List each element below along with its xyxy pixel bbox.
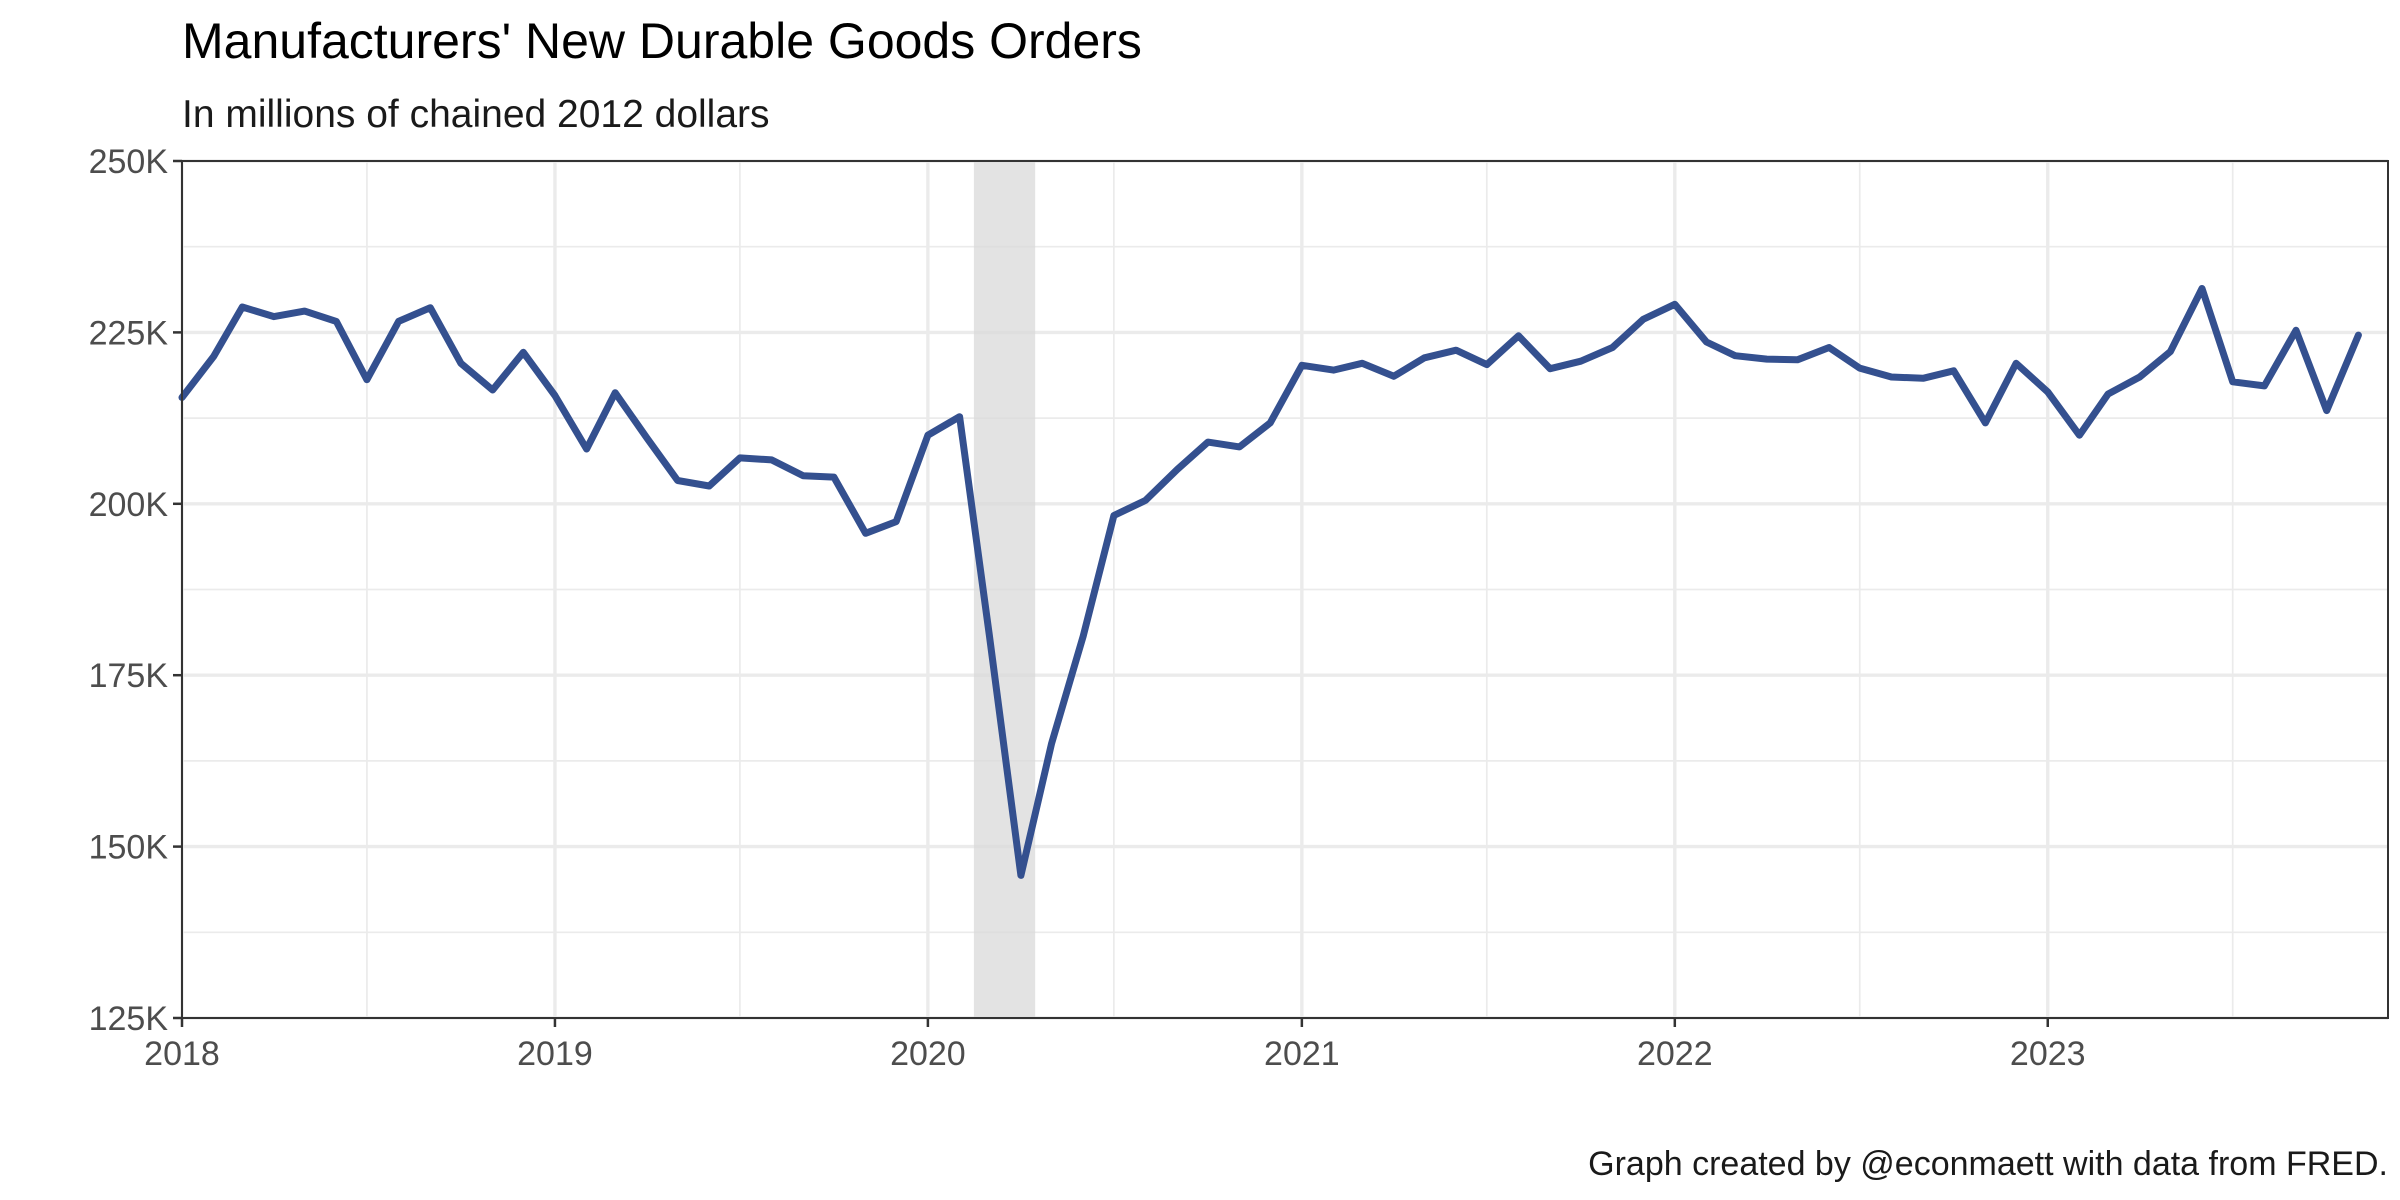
x-axis: 2018 2019 2020 2021 2022 2023 — [144, 1018, 2086, 1073]
chart-title: Manufacturers' New Durable Goods Orders — [182, 13, 1142, 69]
x-tick-label: 2018 — [144, 1035, 220, 1073]
series-line — [178, 285, 2362, 879]
y-tick-label: 150K — [89, 829, 169, 867]
x-tick-label: 2021 — [1264, 1035, 1340, 1073]
x-tick-label: 2022 — [1637, 1035, 1713, 1073]
y-tick-label: 250K — [89, 143, 169, 181]
chart-caption: Graph created by @econmaett with data fr… — [1588, 1145, 2388, 1183]
minor-gridlines — [182, 161, 2388, 1018]
y-tick-label: 225K — [89, 314, 169, 352]
x-tick-label: 2019 — [517, 1035, 593, 1073]
y-axis: 125K 150K 175K 200K 225K 250K — [89, 143, 182, 1038]
chart-subtitle: In millions of chained 2012 dollars — [182, 93, 770, 136]
x-tick-label: 2020 — [890, 1035, 966, 1073]
x-tick-label: 2023 — [2010, 1035, 2086, 1073]
y-tick-label: 175K — [89, 657, 169, 695]
series-layer — [178, 285, 2362, 879]
plot-panel-border — [181, 160, 2389, 1019]
y-tick-label: 125K — [89, 1000, 169, 1038]
y-tick-label: 200K — [89, 486, 169, 524]
